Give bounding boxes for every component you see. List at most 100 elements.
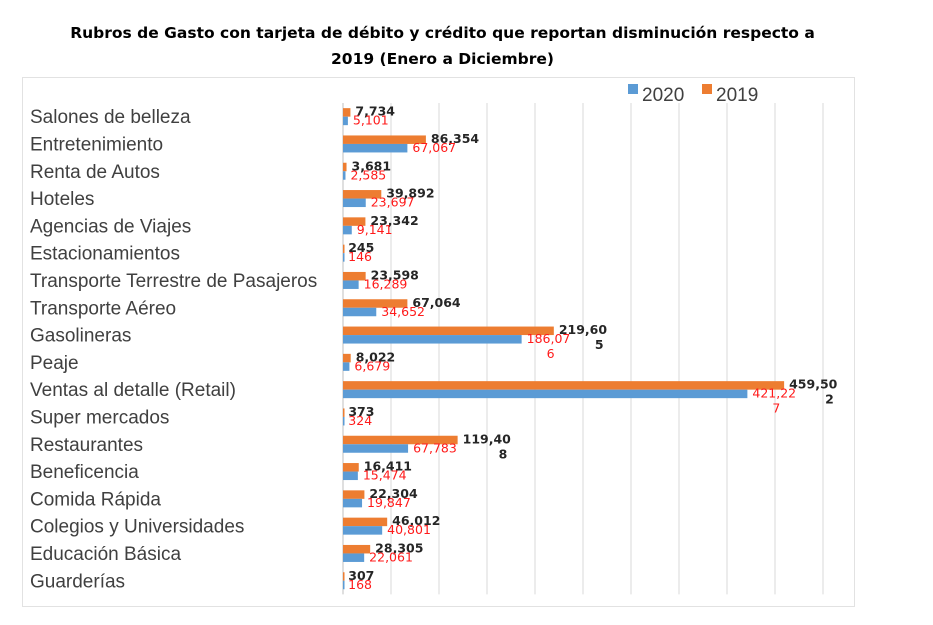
bar-2020 bbox=[343, 335, 522, 344]
bar-2019 bbox=[343, 271, 366, 281]
data-label-2019: 7,734 bbox=[355, 104, 395, 119]
data-label-2019: 459,50 2 bbox=[789, 377, 838, 407]
data-label-2019: 307 bbox=[348, 568, 374, 583]
bar-2020 bbox=[343, 389, 748, 399]
category-label: Gasolineras bbox=[30, 326, 131, 347]
category-label: Entretenimiento bbox=[30, 134, 163, 155]
bar-2020 bbox=[343, 498, 363, 508]
legend: 2020 2019 bbox=[628, 84, 758, 106]
data-label-2020: 23,697 bbox=[371, 195, 415, 210]
data-label-2020: 146 bbox=[348, 249, 372, 264]
bar-2019 bbox=[343, 408, 345, 417]
data-label-2019: 119,40 8 bbox=[463, 431, 512, 461]
bar-2019 bbox=[343, 244, 345, 254]
data-label-2019: 39,892 bbox=[386, 186, 434, 201]
data-label-2019: 28,305 bbox=[375, 540, 423, 555]
category-label: Ventas al detalle (Retail) bbox=[30, 380, 236, 401]
data-label-2020: 324 bbox=[348, 413, 372, 428]
category-label: Peaje bbox=[30, 353, 79, 374]
bar-2019 bbox=[343, 381, 785, 390]
data-label-2019: 245 bbox=[348, 240, 374, 255]
category-label: Salones de belleza bbox=[30, 107, 191, 128]
gridlines bbox=[342, 103, 824, 595]
bars bbox=[343, 108, 785, 590]
plot-area-frame bbox=[22, 77, 855, 607]
category-label: Transporte Terrestre de Pasajeros bbox=[30, 271, 317, 292]
bar-2019 bbox=[343, 490, 365, 499]
bar-2020 bbox=[343, 444, 409, 453]
data-label-2019: 22,304 bbox=[369, 486, 418, 501]
bar-2019 bbox=[343, 435, 458, 445]
category-label: Transporte Aéreo bbox=[30, 298, 176, 319]
bar-2020 bbox=[343, 198, 366, 208]
bar-2019 bbox=[343, 572, 345, 581]
bar-2020 bbox=[343, 143, 408, 153]
data-label-2020: 67,067 bbox=[412, 140, 456, 155]
category-label: Comida Rápida bbox=[30, 489, 161, 510]
bar-2020 bbox=[343, 416, 345, 426]
data-label-2020: 19,847 bbox=[367, 495, 411, 510]
bar-2020 bbox=[343, 307, 377, 317]
bar-2020 bbox=[343, 471, 358, 481]
data-label-2020: 6,679 bbox=[354, 358, 390, 373]
data-label-2020: 16,289 bbox=[364, 276, 408, 291]
bar-2020 bbox=[343, 526, 383, 535]
data-label-2019: 3,681 bbox=[352, 158, 392, 173]
data-label-2020: 2,585 bbox=[350, 167, 386, 182]
category-label: Restaurantes bbox=[30, 435, 143, 456]
category-label: Beneficencia bbox=[30, 462, 139, 483]
bar-2020 bbox=[343, 362, 350, 371]
bar-2019 bbox=[343, 217, 366, 226]
bar-2019 bbox=[343, 353, 351, 363]
category-labels: Salones de belleza Entretenimiento Renta d… bbox=[30, 107, 317, 592]
data-label-2020: 15,474 bbox=[363, 468, 407, 483]
category-label: Agencias de Viajes bbox=[30, 216, 191, 237]
category-label: Hoteles bbox=[30, 189, 94, 210]
data-label-2019: 8,022 bbox=[356, 349, 396, 364]
category-label: Colegios y Universidades bbox=[30, 517, 244, 538]
bar-2020 bbox=[343, 116, 348, 126]
data-label-2020: 67,783 bbox=[413, 440, 457, 455]
data-label-2020: 40,801 bbox=[387, 522, 431, 537]
bar-2020 bbox=[343, 580, 345, 590]
bar-2020 bbox=[343, 253, 345, 262]
data-label-2020: 421,22 7 bbox=[752, 386, 796, 416]
bar-2020 bbox=[343, 171, 346, 180]
data-label-2020: 168 bbox=[348, 577, 372, 592]
data-label-2019: 23,598 bbox=[371, 267, 419, 282]
bar-2019 bbox=[343, 544, 371, 554]
bar-2019 bbox=[343, 162, 347, 172]
category-label: Educación Básica bbox=[30, 544, 181, 565]
bar-2019 bbox=[343, 108, 351, 117]
data-label-2019: 46,012 bbox=[392, 513, 440, 528]
category-label: Super mercados bbox=[30, 407, 169, 428]
data-label-2019: 67,064 bbox=[412, 295, 461, 310]
bar-2020 bbox=[343, 225, 352, 235]
chart-title: Rubros de Gasto con tarjeta de débito y … bbox=[0, 20, 885, 72]
data-label-2020: 5,101 bbox=[353, 113, 389, 128]
category-label: Guarderías bbox=[30, 571, 125, 592]
bar-2019 bbox=[343, 326, 554, 336]
bar-2019 bbox=[343, 135, 426, 144]
chart-title-line-1: Rubros de Gasto con tarjeta de débito y … bbox=[70, 24, 815, 42]
bar-2020 bbox=[343, 280, 359, 289]
category-label: Renta de Autos bbox=[30, 162, 160, 183]
legend-label-2020: 2020 bbox=[642, 85, 684, 106]
bar-2019 bbox=[343, 463, 359, 472]
bar-2019 bbox=[343, 190, 382, 199]
data-label-2019: 86,354 bbox=[431, 131, 480, 146]
data-label-2019: 219,60 5 bbox=[559, 322, 608, 352]
legend-swatch-2019 bbox=[702, 84, 712, 94]
bar-2019 bbox=[343, 517, 388, 527]
data-label-2020: 9,141 bbox=[357, 222, 393, 237]
data-label-2019: 373 bbox=[348, 404, 374, 419]
data-labels: 7,7345,10186,35467,0673,6812,58539,89223… bbox=[348, 104, 838, 592]
data-label-2019: 16,411 bbox=[364, 459, 412, 474]
data-label-2020: 34,652 bbox=[381, 304, 425, 319]
chart-title-line-2: 2019 (Enero a Diciembre) bbox=[331, 50, 554, 68]
data-label-2020: 186,07 6 bbox=[527, 331, 571, 361]
legend-label-2019: 2019 bbox=[716, 85, 758, 106]
category-label: Estacionamientos bbox=[30, 244, 180, 265]
data-label-2019: 23,342 bbox=[370, 213, 418, 228]
